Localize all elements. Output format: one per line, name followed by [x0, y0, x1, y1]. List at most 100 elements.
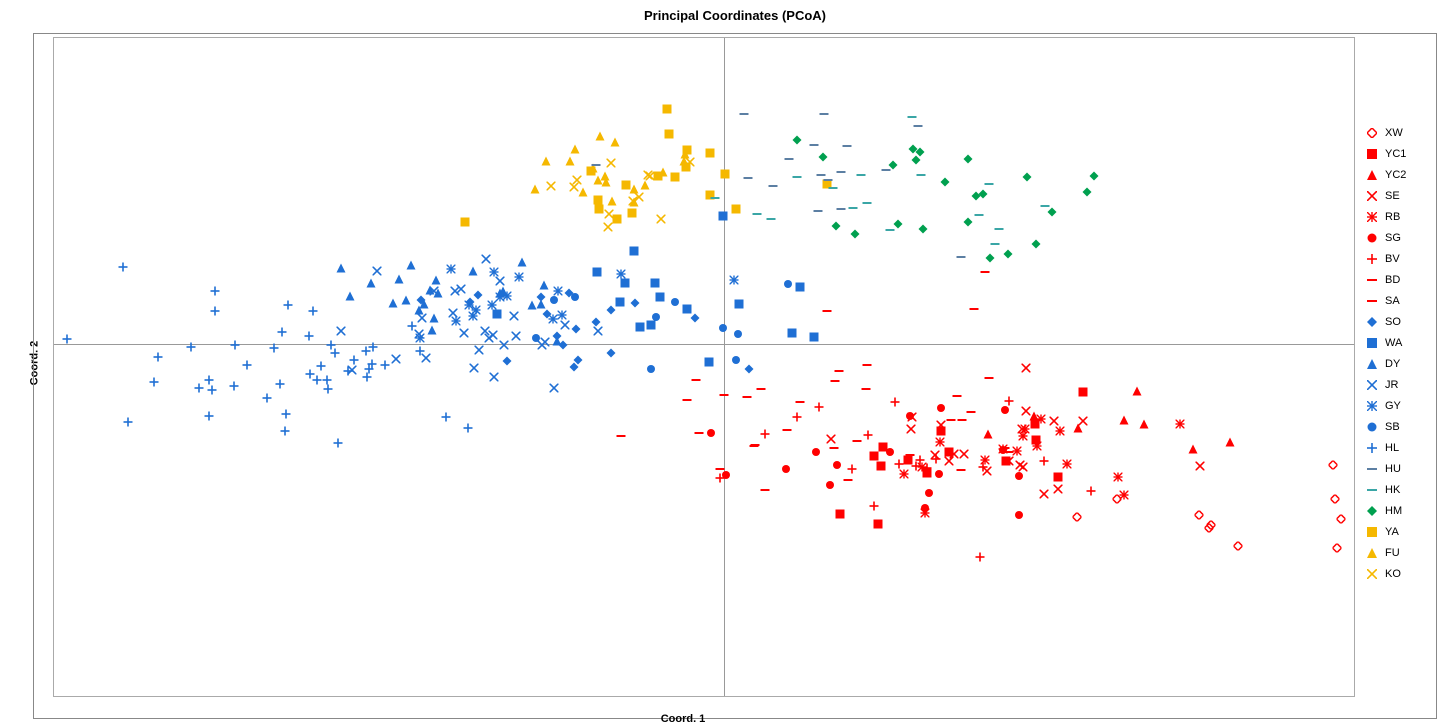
- data-point: [631, 298, 640, 307]
- data-point: [469, 364, 478, 373]
- data-point: [740, 109, 749, 118]
- data-point: [1113, 495, 1122, 504]
- data-point: [557, 310, 566, 319]
- axis-x: [54, 344, 1354, 345]
- data-point: [784, 280, 793, 289]
- data-point: [372, 267, 381, 276]
- data-point: [450, 286, 459, 295]
- data-point: [815, 402, 824, 411]
- legend-swatch-icon: [1365, 378, 1379, 392]
- data-point: [560, 321, 569, 330]
- data-point: [647, 364, 656, 373]
- data-point: [1082, 188, 1091, 197]
- legend-swatch-icon: [1365, 231, 1379, 245]
- data-point: [1014, 471, 1023, 480]
- data-point: [275, 379, 284, 388]
- data-point: [527, 300, 536, 309]
- data-point: [608, 197, 617, 206]
- data-point: [627, 209, 636, 218]
- data-point: [1337, 515, 1346, 524]
- legend-item-xw: XW: [1365, 125, 1406, 141]
- legend-item-jr: JR: [1365, 377, 1406, 393]
- legend: XWYC1YC2SE RBSGBVBDSASOWADYJR GYSBHLHUHK…: [1365, 120, 1406, 587]
- data-point: [571, 324, 580, 333]
- data-point: [539, 280, 548, 289]
- legend-swatch-icon: [1365, 420, 1379, 434]
- data-point: [863, 431, 872, 440]
- data-point: [958, 415, 967, 424]
- data-point: [976, 553, 985, 562]
- data-point: [957, 465, 966, 474]
- data-point: [1004, 397, 1013, 406]
- legend-swatch-icon: [1365, 546, 1379, 560]
- data-point: [281, 426, 290, 435]
- data-point: [1023, 172, 1032, 181]
- data-point: [792, 135, 801, 144]
- data-point: [441, 413, 450, 422]
- data-point: [651, 279, 660, 288]
- data-point: [416, 295, 425, 304]
- data-point: [863, 361, 872, 370]
- legend-item-sb: SB: [1365, 419, 1406, 435]
- data-point: [211, 307, 220, 316]
- data-point: [407, 260, 416, 269]
- data-point: [830, 444, 839, 453]
- data-point: [330, 348, 339, 357]
- data-point: [836, 168, 845, 177]
- data-point: [1013, 446, 1022, 455]
- legend-item-dy: DY: [1365, 356, 1406, 372]
- data-point: [844, 476, 853, 485]
- data-point: [671, 172, 680, 181]
- data-point: [269, 344, 278, 353]
- legend-label: JR: [1385, 379, 1398, 391]
- data-point: [829, 183, 838, 192]
- data-point: [959, 450, 968, 459]
- data-point: [682, 146, 691, 155]
- data-point: [1054, 473, 1063, 482]
- legend-swatch-icon: [1365, 525, 1379, 539]
- data-point: [810, 333, 819, 342]
- legend-swatch-icon: [1365, 168, 1379, 182]
- data-point: [818, 153, 827, 162]
- x-axis-label: Coord. 1: [33, 713, 1333, 725]
- data-point: [489, 372, 498, 381]
- data-point: [607, 349, 616, 358]
- data-point: [1133, 386, 1142, 395]
- legend-label: HL: [1385, 442, 1399, 454]
- data-point: [767, 214, 776, 223]
- legend-swatch-icon: [1365, 567, 1379, 581]
- data-point: [1176, 419, 1185, 428]
- data-point: [322, 376, 331, 385]
- data-point: [186, 343, 195, 352]
- data-point: [427, 325, 436, 334]
- data-point: [542, 156, 551, 165]
- data-point: [792, 413, 801, 422]
- data-point: [953, 392, 962, 401]
- data-point: [433, 288, 442, 297]
- data-point: [946, 416, 955, 425]
- data-point: [469, 267, 478, 276]
- data-point: [907, 424, 916, 433]
- data-point: [210, 286, 219, 295]
- legend-label: RB: [1385, 211, 1400, 223]
- data-point: [886, 226, 895, 235]
- data-point: [230, 340, 239, 349]
- data-point: [876, 461, 885, 470]
- data-point: [784, 154, 793, 163]
- data-point: [1040, 489, 1049, 498]
- data-point: [985, 373, 994, 382]
- data-point: [610, 138, 619, 147]
- data-point: [731, 356, 740, 365]
- data-point: [836, 205, 845, 214]
- legend-item-yc2: YC2: [1365, 167, 1406, 183]
- data-point: [990, 239, 999, 248]
- data-point: [205, 412, 214, 421]
- data-point: [915, 147, 924, 156]
- data-point: [431, 276, 440, 285]
- data-point: [706, 149, 715, 158]
- data-point: [381, 360, 390, 369]
- data-point: [337, 326, 346, 335]
- data-point: [707, 428, 716, 437]
- data-point: [827, 434, 836, 443]
- chart-title: Principal Coordinates (PCoA): [33, 8, 1437, 23]
